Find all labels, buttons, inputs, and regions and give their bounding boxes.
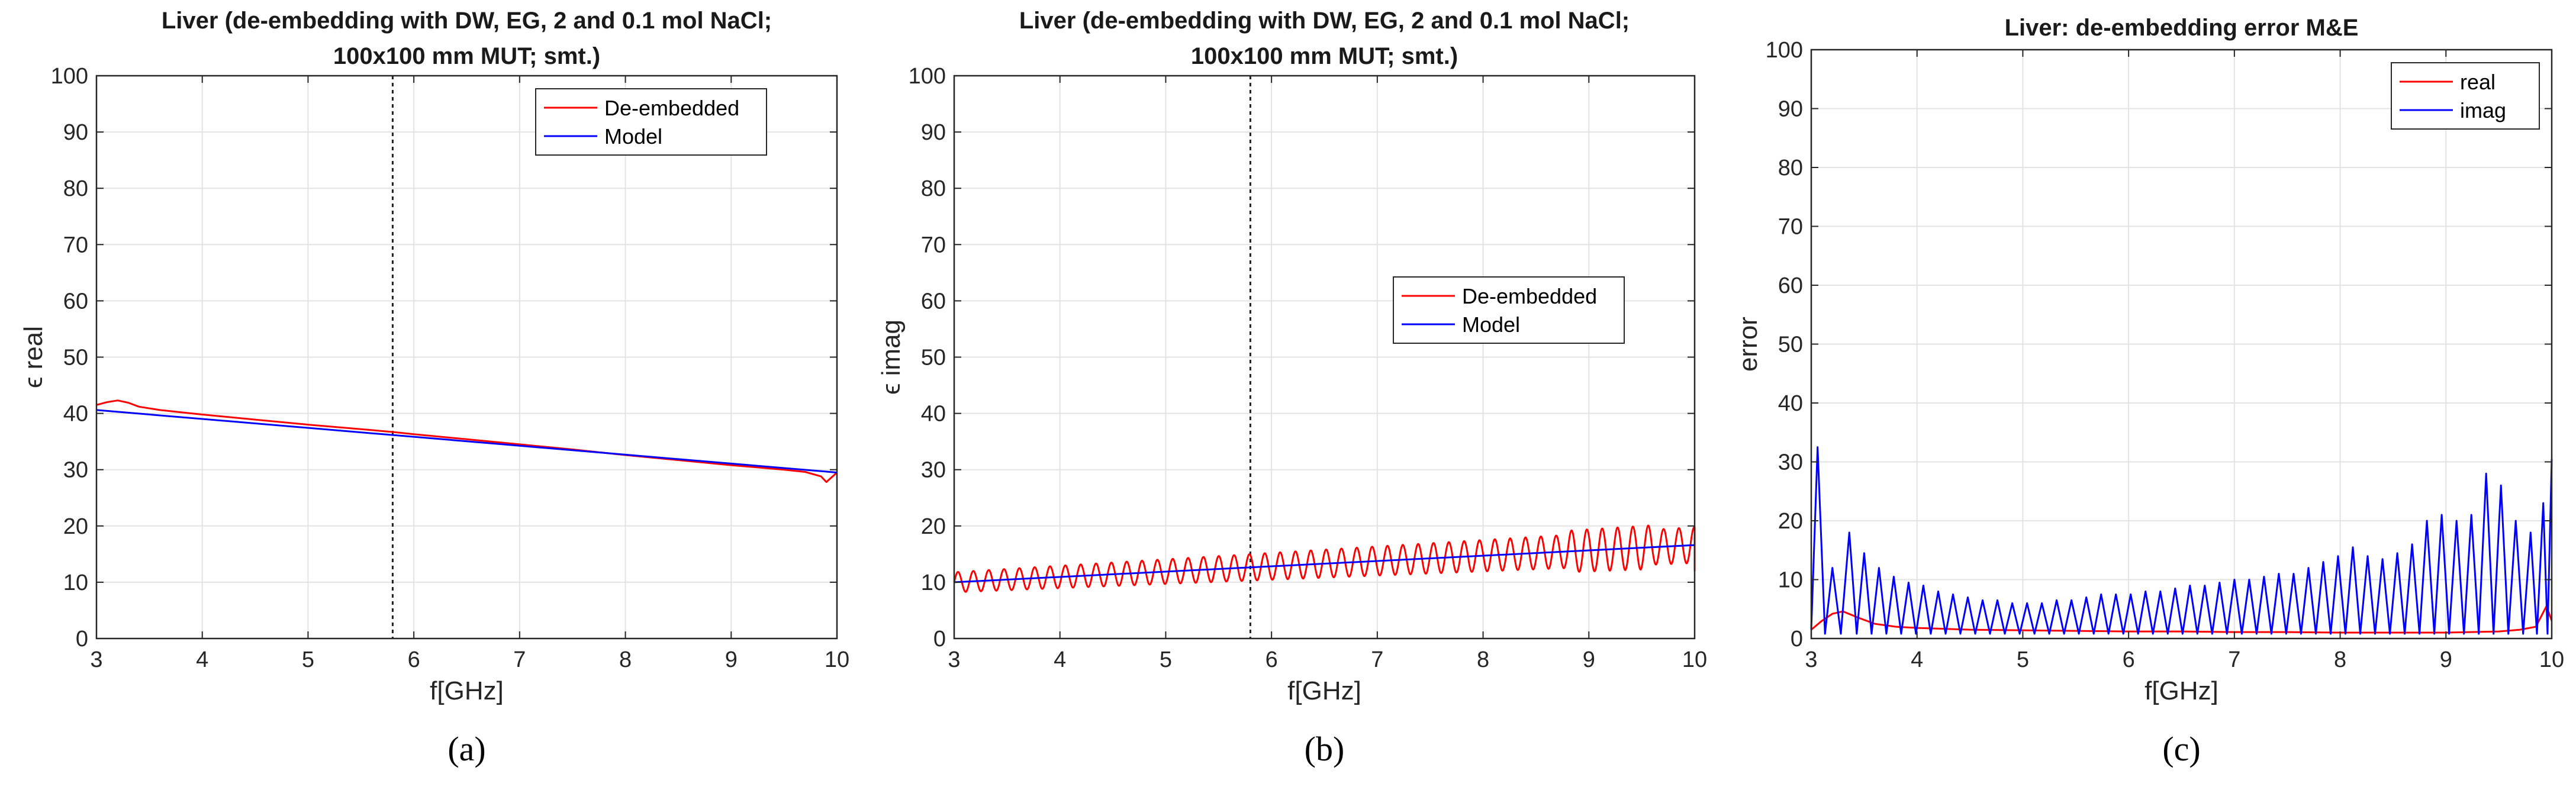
y-tick-label: 10 — [63, 570, 88, 595]
legend-box — [2391, 62, 2540, 130]
panel-caption: (b) — [1305, 730, 1345, 768]
series-line-de-embedded — [96, 399, 838, 483]
x-tick-label: 6 — [408, 647, 420, 672]
legend-box — [535, 88, 767, 156]
y-tick-label: 90 — [63, 120, 88, 145]
x-tick-label: 9 — [1583, 647, 1595, 672]
legend: De-embedded Model — [1393, 276, 1625, 344]
y-tick-label: 50 — [1778, 333, 1803, 357]
x-tick-label: 9 — [2440, 647, 2452, 672]
x-tick-label: 7 — [1371, 647, 1383, 672]
x-axis-label: f[GHz] — [2144, 676, 2218, 705]
x-tick-label: 5 — [302, 647, 314, 672]
x-tick-label: 6 — [2123, 647, 2135, 672]
y-tick-label: 20 — [921, 514, 946, 539]
chart-title-line: 100x100 mm MUT; smt.) — [333, 43, 600, 69]
y-tick-label: 50 — [63, 346, 88, 370]
y-tick-label: 20 — [1778, 509, 1803, 534]
x-tick-label: 10 — [1682, 647, 1707, 672]
x-tick-label: 4 — [1911, 647, 1923, 672]
panel-caption: (a) — [447, 730, 485, 768]
y-tick-label: 10 — [1778, 568, 1803, 593]
x-tick-label: 4 — [196, 647, 208, 672]
x-tick-label: 3 — [1805, 647, 1817, 672]
y-tick-label: 40 — [921, 402, 946, 427]
x-axis-label: f[GHz] — [1287, 676, 1361, 705]
y-tick-label: 0 — [933, 627, 946, 652]
y-tick-label: 40 — [63, 402, 88, 427]
x-tick-label: 7 — [513, 647, 526, 672]
y-tick-label: 50 — [921, 346, 946, 370]
panel-caption: (c) — [2162, 730, 2200, 768]
y-tick-label: 90 — [1778, 97, 1803, 122]
y-tick-label: 100 — [1766, 38, 1803, 63]
y-tick-label: 80 — [921, 176, 946, 201]
x-tick-label: 10 — [825, 647, 849, 672]
y-tick-label: 10 — [921, 570, 946, 595]
y-axis-label: ϵ real — [19, 326, 48, 388]
x-tick-label: 3 — [948, 647, 960, 672]
y-tick-label: 70 — [1778, 215, 1803, 240]
x-tick-label: 5 — [2017, 647, 2029, 672]
chart-title-line: Liver (de-embedding with DW, EG, 2 and 0… — [162, 8, 772, 34]
legend-label: imag — [2460, 98, 2506, 122]
chart-title-line: 100x100 mm MUT; smt.) — [1191, 43, 1458, 69]
legend-box — [1393, 276, 1625, 344]
y-tick-label: 30 — [63, 458, 88, 483]
y-axis-label: error — [1734, 317, 1763, 372]
legend: real imag — [2391, 62, 2540, 130]
x-tick-label: 8 — [2334, 647, 2346, 672]
y-tick-label: 80 — [1778, 156, 1803, 180]
x-tick-label: 10 — [2539, 647, 2564, 672]
x-tick-label: 5 — [1160, 647, 1172, 672]
legend: De-embedded Model — [535, 88, 767, 156]
chart-title-line: Liver (de-embedding with DW, EG, 2 and 0… — [1019, 8, 1630, 34]
legend-label: real — [2460, 70, 2496, 94]
panel-c: 3 4 5 6 7 8 9 100102030405060708090100f[GHz]err… — [1734, 15, 2564, 768]
y-tick-label: 80 — [63, 176, 88, 201]
x-tick-label: 8 — [619, 647, 632, 672]
y-axis-label: ϵ imag — [877, 320, 906, 395]
series-line-model — [954, 544, 1695, 583]
y-tick-label: 100 — [51, 64, 88, 89]
series-line-de-embedded — [953, 524, 1696, 593]
y-tick-label: 70 — [921, 233, 946, 257]
y-tick-label: 0 — [76, 627, 88, 652]
x-tick-label: 4 — [1054, 647, 1066, 672]
x-tick-label: 3 — [90, 647, 102, 672]
x-tick-label: 8 — [1477, 647, 1489, 672]
y-tick-label: 20 — [63, 514, 88, 539]
y-tick-label: 0 — [1791, 627, 1803, 652]
y-tick-label: 30 — [921, 458, 946, 483]
chart-title-line: Liver: de-embedding error M&E — [2005, 15, 2359, 41]
legend-label: Model — [604, 124, 662, 149]
y-tick-label: 100 — [909, 64, 946, 89]
y-tick-label: 60 — [63, 289, 88, 314]
legend-label: De-embedded — [604, 96, 739, 120]
series-line-imag — [1810, 446, 2553, 635]
x-tick-label: 7 — [2228, 647, 2240, 672]
y-tick-label: 30 — [1778, 450, 1803, 475]
legend-label: Model — [1462, 312, 1520, 337]
legend-label: De-embedded — [1462, 284, 1597, 308]
x-tick-label: 9 — [725, 647, 738, 672]
y-tick-label: 60 — [921, 289, 946, 314]
x-axis-label: f[GHz] — [430, 676, 504, 705]
y-tick-label: 90 — [921, 120, 946, 145]
y-tick-label: 40 — [1778, 391, 1803, 416]
series-line-model — [96, 409, 838, 473]
y-tick-label: 60 — [1778, 273, 1803, 298]
x-tick-label: 6 — [1266, 647, 1278, 672]
y-tick-label: 70 — [63, 233, 88, 257]
